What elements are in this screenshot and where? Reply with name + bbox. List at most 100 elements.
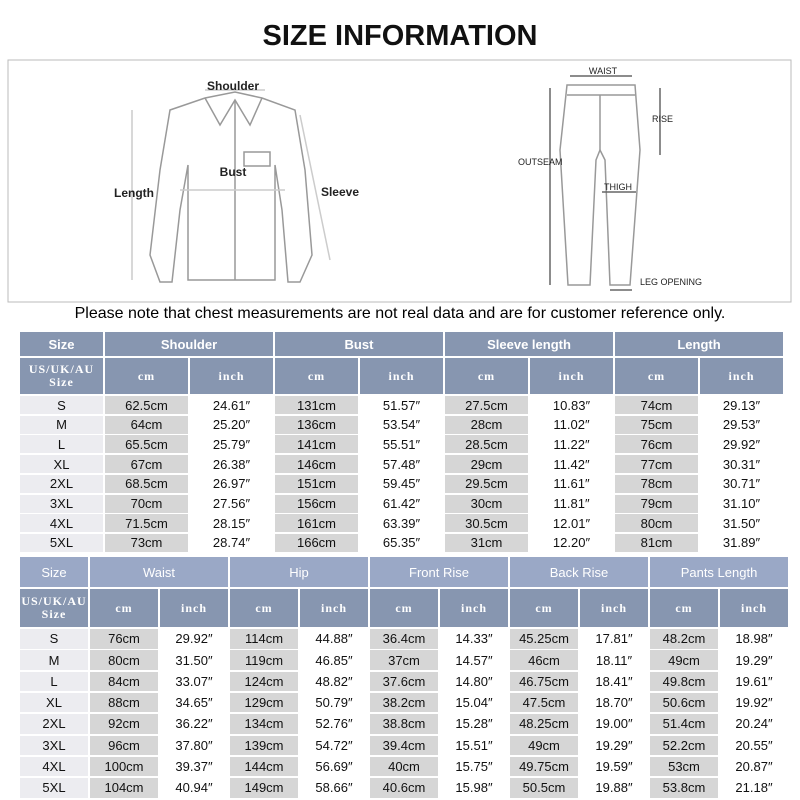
value-cell: 26.97″ xyxy=(190,474,273,493)
value-cell: 46.75cm xyxy=(510,671,578,692)
value-cell: 53cm xyxy=(650,756,718,777)
unit-cell: inch xyxy=(440,589,508,627)
value-cell: 18.70″ xyxy=(580,692,648,713)
value-cell: 37cm xyxy=(370,650,438,670)
unit-cell: cm xyxy=(650,589,718,627)
value-cell: 119cm xyxy=(230,650,298,670)
header-cell: Front Rise xyxy=(370,557,508,587)
size-label-line: US/UK/AU xyxy=(28,362,95,376)
value-cell: 18.41″ xyxy=(580,671,648,692)
value-cell: 46cm xyxy=(510,650,578,670)
value-cell: 30.71″ xyxy=(700,474,783,493)
value-cell: 47.5cm xyxy=(510,692,578,713)
label-rise: RISE xyxy=(652,114,673,124)
value-cell: 14.80″ xyxy=(440,671,508,692)
unit-cell: cm xyxy=(510,589,578,627)
diagram: Shoulder Bust Length Sleeve WAIST RISE O… xyxy=(7,59,792,303)
value-cell: 67cm xyxy=(105,455,188,474)
size-label-line: Size xyxy=(41,607,67,621)
value-cell: 19.00″ xyxy=(580,714,648,734)
value-cell: 131cm xyxy=(275,396,358,414)
value-cell: 55.51″ xyxy=(360,435,443,454)
value-cell: 104cm xyxy=(90,778,158,798)
value-cell: 73cm xyxy=(105,533,188,552)
value-cell: 31.10″ xyxy=(700,494,783,513)
value-cell: 40.6cm xyxy=(370,778,438,798)
value-cell: 136cm xyxy=(275,415,358,434)
value-cell: 28cm xyxy=(445,415,528,434)
value-cell: 34.65″ xyxy=(160,692,228,713)
value-cell: 84cm xyxy=(90,671,158,692)
header-cell: Hip xyxy=(230,557,368,587)
value-cell: 15.28″ xyxy=(440,714,508,734)
value-cell: 61.42″ xyxy=(360,494,443,513)
value-cell: 49.75cm xyxy=(510,756,578,777)
size-cell: XL xyxy=(20,692,88,713)
value-cell: 15.98″ xyxy=(440,778,508,798)
size-label-line: Size xyxy=(49,375,74,389)
value-cell: 144cm xyxy=(230,756,298,777)
value-cell: 10.83″ xyxy=(530,396,613,414)
value-cell: 51.57″ xyxy=(360,396,443,414)
unit-cell: inch xyxy=(300,589,368,627)
value-cell: 146cm xyxy=(275,455,358,474)
value-cell: 11.22″ xyxy=(530,435,613,454)
header-cell: Length xyxy=(615,332,783,356)
value-cell: 44.88″ xyxy=(300,629,368,649)
unit-cell: cm xyxy=(90,589,158,627)
value-cell: 57.48″ xyxy=(360,455,443,474)
value-cell: 20.55″ xyxy=(720,735,788,755)
value-cell: 19.29″ xyxy=(580,735,648,755)
size-cell: S xyxy=(20,396,103,414)
value-cell: 26.38″ xyxy=(190,455,273,474)
value-cell: 77cm xyxy=(615,455,698,474)
value-cell: 124cm xyxy=(230,671,298,692)
unit-cell: inch xyxy=(530,358,613,394)
note: Please note that chest measurements are … xyxy=(74,305,726,322)
unit-cell: inch xyxy=(360,358,443,394)
value-cell: 63.39″ xyxy=(360,514,443,533)
value-cell: 15.04″ xyxy=(440,692,508,713)
unit-cell: cm xyxy=(230,589,298,627)
size-cell: M xyxy=(20,650,88,670)
label-length: Length xyxy=(114,186,154,200)
value-cell: 14.33″ xyxy=(440,629,508,649)
value-cell: 38.8cm xyxy=(370,714,438,734)
value-cell: 56.69″ xyxy=(300,756,368,777)
value-cell: 48.82″ xyxy=(300,671,368,692)
value-cell: 19.92″ xyxy=(720,692,788,713)
value-cell: 11.42″ xyxy=(530,455,613,474)
value-cell: 30.31″ xyxy=(700,455,783,474)
value-cell: 50.5cm xyxy=(510,778,578,798)
unit-cell: inch xyxy=(700,358,783,394)
value-cell: 50.6cm xyxy=(650,692,718,713)
size-cell: 3XL xyxy=(20,735,88,755)
unit-cell: cm xyxy=(445,358,528,394)
value-cell: 29.13″ xyxy=(700,396,783,414)
value-cell: 40cm xyxy=(370,756,438,777)
value-cell: 30.5cm xyxy=(445,514,528,533)
size-label-line: US/UK/AU xyxy=(21,594,87,608)
header-cell: Size xyxy=(20,332,103,356)
shirt-drawing xyxy=(131,89,331,283)
size-cell: L xyxy=(20,671,88,692)
value-cell: 33.07″ xyxy=(160,671,228,692)
value-cell: 51.4cm xyxy=(650,714,718,734)
value-cell: 49cm xyxy=(650,650,718,670)
value-cell: 161cm xyxy=(275,514,358,533)
unit-cell: inch xyxy=(190,358,273,394)
value-cell: 19.88″ xyxy=(580,778,648,798)
pants-drawing xyxy=(549,75,661,291)
value-cell: 15.75″ xyxy=(440,756,508,777)
value-cell: 19.61″ xyxy=(720,671,788,692)
value-cell: 76cm xyxy=(90,629,158,649)
value-cell: 71.5cm xyxy=(105,514,188,533)
size-cell: S xyxy=(20,629,88,649)
value-cell: 80cm xyxy=(90,650,158,670)
value-cell: 17.81″ xyxy=(580,629,648,649)
value-cell: 18.98″ xyxy=(720,629,788,649)
header-cell: Back Rise xyxy=(510,557,648,587)
value-cell: 36.4cm xyxy=(370,629,438,649)
unit-cell: cm xyxy=(370,589,438,627)
